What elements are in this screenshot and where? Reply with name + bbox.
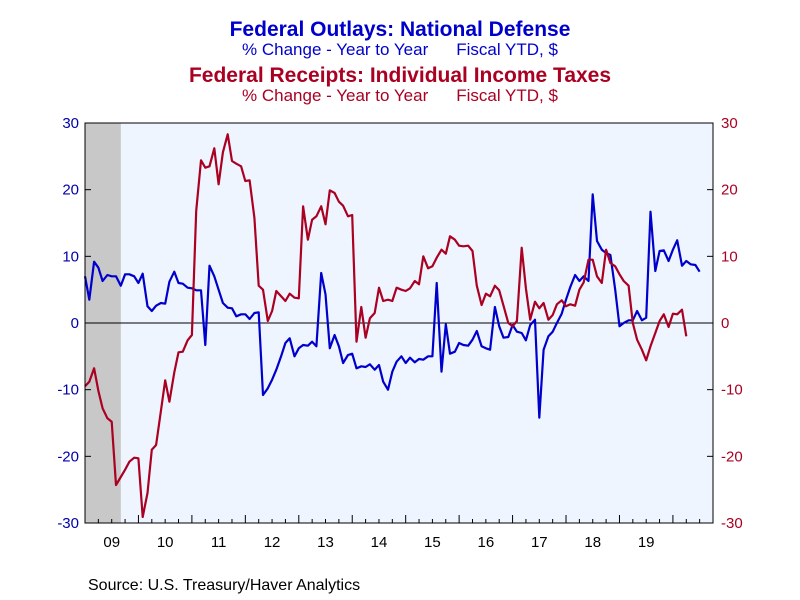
y-tick-label-left: -20: [57, 448, 79, 465]
y-tick-label-left: 30: [62, 115, 79, 132]
series-line-1: [83, 193, 701, 419]
y-tick-label-left: -10: [57, 382, 79, 399]
source-note: Source: U.S. Treasury/Haver Analytics: [88, 577, 361, 594]
ticks-group: -30 -30 -20 -20 -10 -10 0 0 10 10 20 20 30 30 09 10 11 12…: [57, 115, 742, 551]
series2-subtitle: % Change - Year to Year Fiscal YTD, $: [0, 86, 800, 105]
series2-subtitle-left: % Change - Year to Year: [242, 86, 429, 105]
x-tick-label: 10: [157, 534, 174, 551]
series2-title: Federal Receipts: Individual Income Taxe…: [188, 64, 612, 87]
series2-subtitle-right: Fiscal YTD, $: [456, 86, 558, 105]
x-tick-label: 19: [638, 534, 655, 551]
y-tick-label-right: 10: [721, 248, 738, 265]
y-tick-label-left: 0: [71, 315, 79, 332]
y-tick-label-left: 10: [62, 248, 79, 265]
y-tick-label-right: 0: [721, 315, 729, 332]
y-tick-label-right: -30: [721, 515, 743, 532]
series-line-2: [84, 133, 688, 519]
y-tick-label-right: -10: [721, 382, 743, 399]
y-tick-label-right: 20: [721, 182, 738, 199]
x-tick-label: 13: [317, 534, 334, 551]
x-tick-label: 18: [584, 534, 601, 551]
x-tick-label: 14: [371, 534, 388, 551]
y-tick-label-right: -20: [721, 448, 743, 465]
series1-title: Federal Outlays: National Defense: [229, 18, 571, 41]
x-tick-label: 12: [264, 534, 281, 551]
x-tick-label: 17: [531, 534, 548, 551]
series-group: [83, 133, 701, 519]
y-tick-label-left: -30: [57, 515, 79, 532]
y-tick-label-right: 30: [721, 115, 738, 132]
x-tick-label: 09: [103, 534, 120, 551]
series1-subtitle-right: Fiscal YTD, $: [456, 40, 558, 59]
x-tick-label: 16: [478, 534, 495, 551]
x-tick-label: 15: [424, 534, 441, 551]
y-tick-label-left: 20: [62, 182, 79, 199]
series1-subtitle: % Change - Year to Year Fiscal YTD, $: [0, 40, 800, 59]
series1-subtitle-left: % Change - Year to Year: [242, 40, 429, 59]
x-tick-label: 11: [211, 534, 227, 551]
